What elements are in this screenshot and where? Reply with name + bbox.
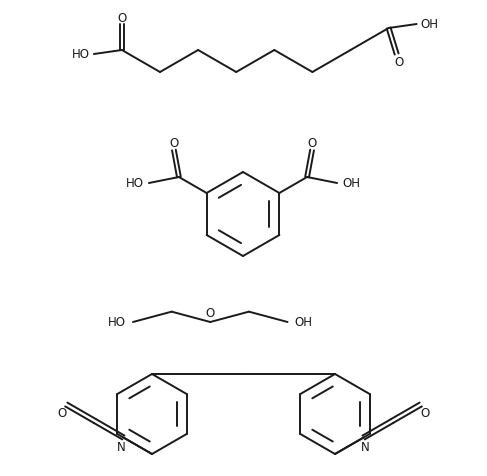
Text: O: O (394, 55, 403, 69)
Text: O: O (117, 11, 127, 24)
Text: O: O (206, 307, 215, 320)
Text: O: O (307, 137, 317, 150)
Text: OH: OH (421, 19, 439, 31)
Text: HO: HO (126, 177, 144, 190)
Text: O: O (420, 406, 430, 419)
Text: N: N (117, 440, 126, 453)
Text: OH: OH (342, 177, 360, 190)
Text: N: N (361, 440, 370, 453)
Text: O: O (57, 406, 67, 419)
Text: OH: OH (295, 316, 313, 329)
Text: O: O (169, 137, 179, 150)
Text: HO: HO (108, 316, 126, 329)
Text: HO: HO (72, 49, 90, 61)
